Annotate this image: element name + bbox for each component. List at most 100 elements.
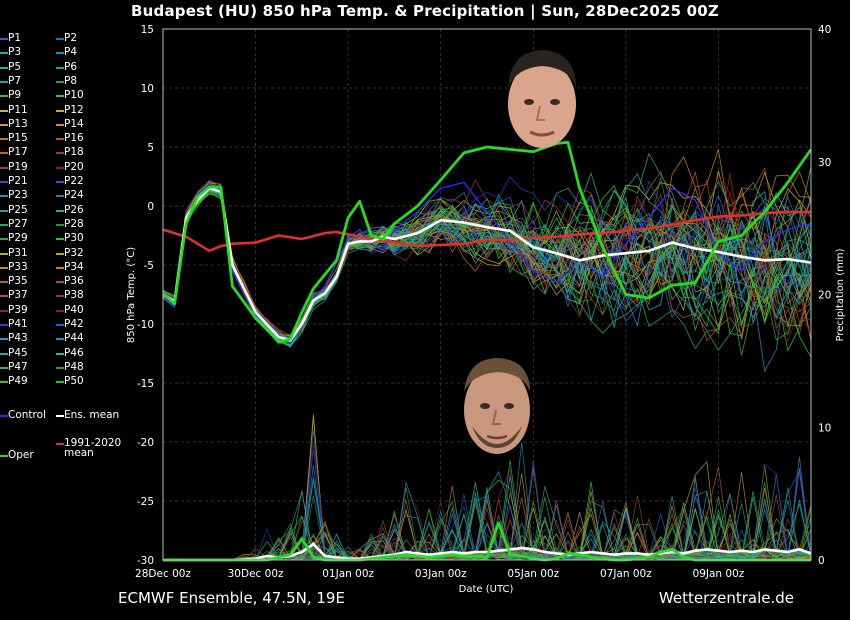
legend-label: P31	[8, 246, 28, 259]
legend-swatch	[56, 195, 64, 198]
legend-swatch	[0, 381, 8, 384]
legend-label: Ens. mean	[64, 409, 120, 421]
legend-label: P49	[8, 375, 28, 388]
y-tick-label-left: -30	[137, 555, 154, 567]
footer-source: Wetterzentrale.de	[658, 589, 794, 607]
member-precip-P12	[163, 460, 812, 561]
legend-label: P27	[8, 217, 28, 230]
legend-label: P13	[8, 117, 28, 130]
legend-swatch	[56, 443, 64, 445]
y-tick-label-left: -25	[137, 496, 154, 508]
legend-swatch	[56, 324, 64, 326]
member-precip-P23	[163, 465, 812, 561]
y-tick-label-right: 40	[818, 24, 831, 36]
legend-swatch	[56, 309, 64, 312]
legend-swatch	[0, 38, 8, 40]
legend-swatch	[0, 52, 8, 55]
x-tick-label: 05Jan 00z	[507, 568, 559, 580]
x-tick-label: 07Jan 00z	[600, 568, 652, 580]
legend-label: P16	[64, 132, 84, 145]
member-line-P4	[162, 188, 812, 373]
legend-swatch	[0, 338, 8, 341]
member-line-P29	[162, 185, 812, 352]
legend-label: 1991-2020	[64, 437, 122, 449]
legend-swatch	[56, 281, 64, 284]
member-precip-P50	[163, 460, 812, 561]
legend-swatch	[0, 455, 8, 457]
legend-swatch	[56, 138, 64, 141]
legend-label: P21	[8, 175, 28, 187]
legend-swatch	[56, 95, 64, 98]
legend-label: P25	[8, 203, 28, 216]
legend-label: P8	[64, 74, 78, 87]
plot-frame	[162, 28, 812, 561]
legend-label: P22	[64, 175, 84, 187]
legend-swatch	[0, 266, 8, 269]
series-line-control	[162, 181, 812, 344]
legend-swatch	[56, 52, 64, 55]
y-tick-label-left: 0	[147, 201, 154, 213]
person-photo-top	[508, 50, 576, 148]
chart-title: Budapest (HU) 850 hPa Temp. & Precipitat…	[131, 2, 719, 20]
y-tick-label-right: 0	[818, 555, 825, 567]
legend-label: P35	[8, 275, 28, 288]
legend-label: P4	[64, 46, 78, 59]
member-precip-P42	[163, 467, 812, 561]
legend-label: P5	[8, 60, 22, 73]
legend-label: P1	[8, 32, 22, 44]
legend-swatch	[56, 166, 64, 169]
member-precip-P8	[163, 468, 812, 561]
legend-swatch	[0, 223, 8, 226]
legend-swatch	[0, 415, 8, 417]
legend-swatch	[0, 238, 8, 241]
legend-label: P40	[64, 303, 84, 316]
legend-label: P28	[64, 217, 84, 230]
legend-label: P42	[64, 318, 84, 330]
legend-swatch	[0, 209, 8, 212]
legend-label: P30	[64, 232, 84, 245]
member-precip-P39	[163, 467, 812, 561]
legend-label: P6	[64, 60, 78, 73]
y-tick-label-right: 20	[818, 290, 831, 302]
legend-label: Oper	[8, 449, 34, 461]
member-line-P40	[162, 175, 812, 342]
legend-label: P44	[64, 332, 84, 345]
y-tick-label-left: -5	[144, 260, 154, 272]
legend-label: P46	[64, 346, 84, 359]
legend-swatch	[0, 123, 8, 126]
legend-swatch	[0, 80, 8, 83]
y-axis-label-right: Precipitation (mm)	[835, 248, 846, 341]
legend-swatch	[0, 281, 8, 284]
legend-swatch	[56, 238, 64, 241]
legend-label: P26	[64, 203, 84, 216]
legend-swatch	[56, 366, 64, 369]
legend-label: P18	[64, 146, 84, 159]
legend-label: P38	[64, 289, 84, 302]
legend-swatch	[0, 324, 8, 326]
y-axis-label-left: 850 hPa Temp. (°C)	[126, 247, 137, 343]
y-tick-label-left: -15	[137, 378, 154, 390]
x-tick-label: 28Dec 00z	[135, 568, 191, 580]
legend-label: P9	[8, 89, 22, 102]
x-axis-label: Date (UTC)	[459, 584, 514, 595]
legend-swatch	[0, 152, 8, 155]
legend-swatch	[0, 366, 8, 369]
member-precip-P35	[163, 467, 812, 561]
legend-label: P45	[8, 346, 28, 359]
legend-swatch	[56, 66, 64, 69]
y-tick-label-left: 10	[141, 83, 154, 95]
legend-swatch	[56, 109, 64, 112]
legend-swatch	[56, 338, 64, 341]
legend-swatch	[56, 381, 64, 384]
legend-swatch	[0, 95, 8, 98]
legend-swatch	[56, 252, 64, 255]
legend-label: P20	[64, 160, 84, 173]
legend-swatch	[56, 152, 64, 155]
legend-swatch	[0, 109, 8, 112]
legend-swatch	[56, 266, 64, 269]
y-tick-label-right: 30	[818, 157, 831, 169]
footer-model-info: ECMWF Ensemble, 47.5N, 19E	[118, 589, 345, 607]
member-line-P47	[162, 190, 812, 356]
legend-swatch	[0, 181, 8, 183]
legend-label: P48	[64, 360, 84, 373]
